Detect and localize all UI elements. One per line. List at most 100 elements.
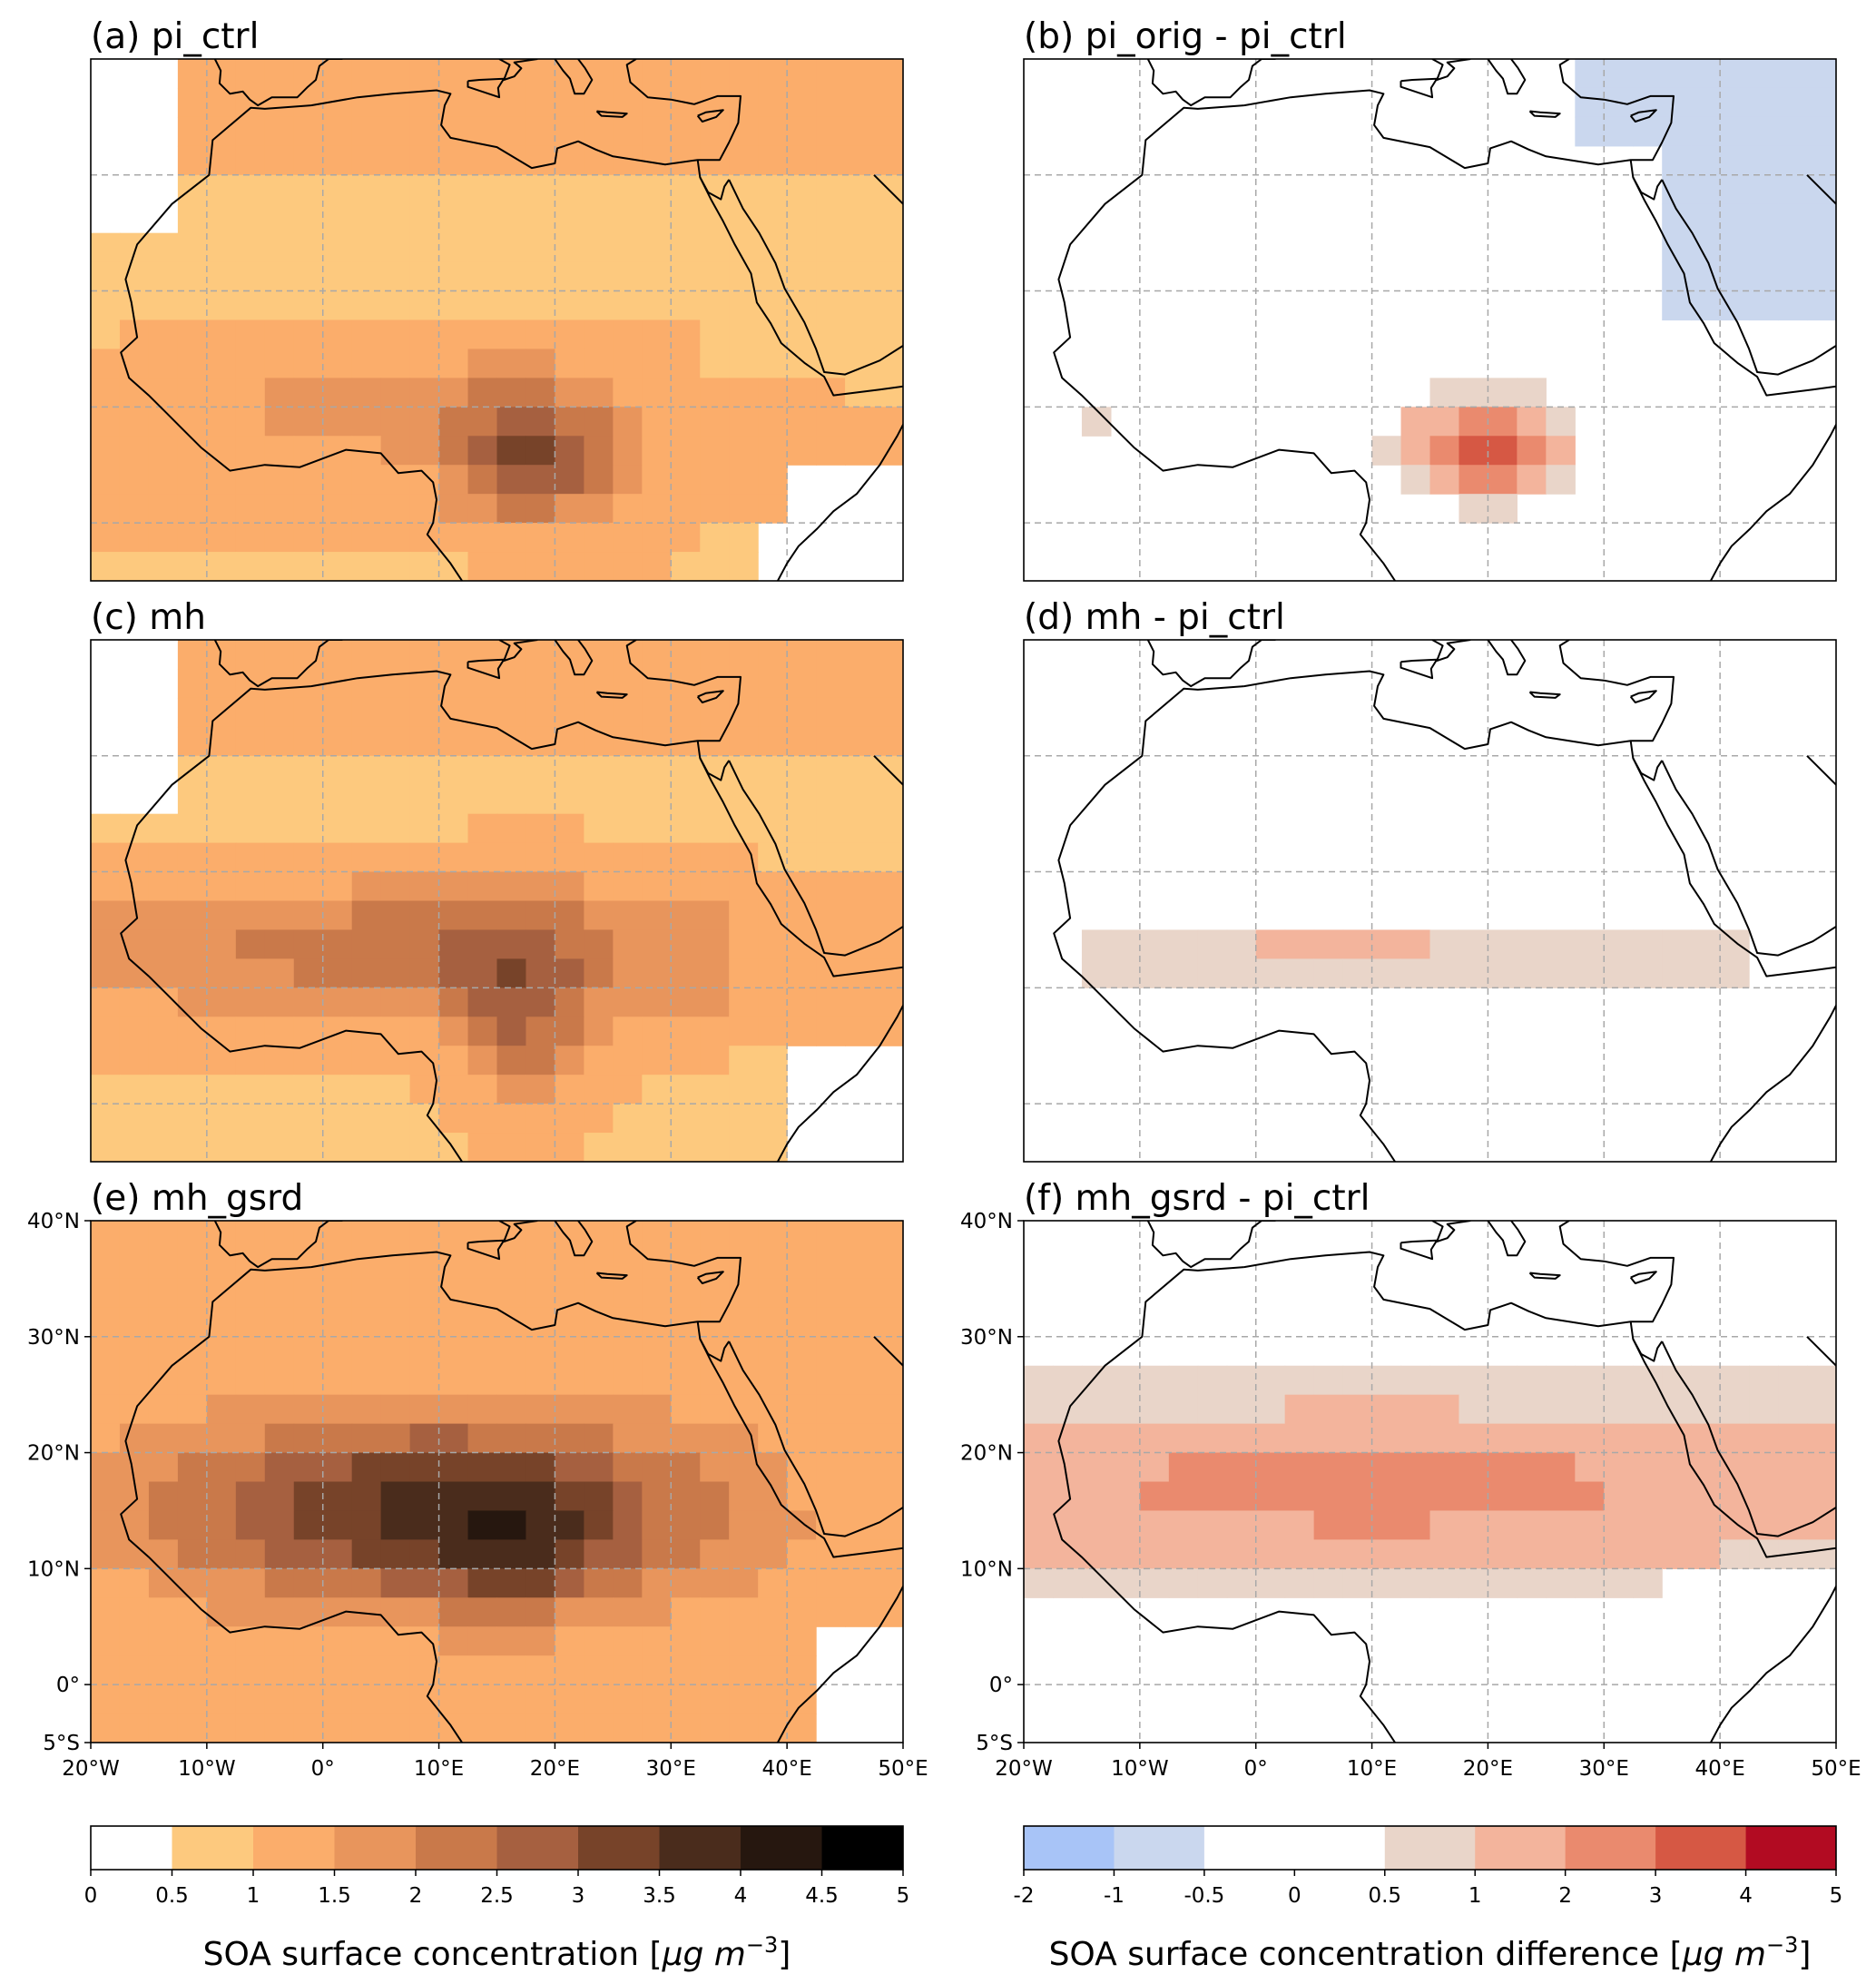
coastlines <box>120 640 903 1162</box>
grid-cell <box>816 1365 846 1396</box>
grid-cell <box>1720 203 1750 234</box>
grid-cell <box>1749 1423 1779 1454</box>
coastline <box>213 59 343 107</box>
grid-cell <box>729 465 759 495</box>
grid-cell <box>235 929 266 959</box>
grid-cell <box>438 1684 469 1714</box>
grid-cell <box>148 232 179 263</box>
grid-cell <box>351 1278 382 1309</box>
grid-cell <box>816 1336 846 1367</box>
grid-cell <box>206 87 237 118</box>
grid-cell <box>438 640 469 670</box>
grid-cell <box>525 87 556 118</box>
colorbar-tick-label: -1 <box>1104 1884 1125 1908</box>
grid-cell <box>1052 1365 1083 1396</box>
coastline <box>467 77 506 99</box>
grid-cell <box>409 987 440 1017</box>
coastline <box>873 174 903 206</box>
grid-cell <box>380 378 411 408</box>
grid-cell <box>787 668 817 699</box>
grid-cell <box>91 407 121 437</box>
grid-cell <box>235 523 266 553</box>
grid-cell <box>91 1597 121 1627</box>
grid-cell <box>264 1714 295 1743</box>
grid-cell <box>700 1365 730 1396</box>
grid-cell <box>351 116 382 147</box>
colorbar-label-close: ] <box>778 1936 791 1973</box>
grid-cell <box>264 668 295 699</box>
grid-cell <box>1429 1394 1460 1425</box>
grid-cell <box>1168 1394 1199 1425</box>
coastlines <box>120 1221 903 1743</box>
grid-cell <box>700 1568 730 1598</box>
grid-cell <box>148 1016 179 1046</box>
grid-cell <box>1110 1452 1141 1483</box>
grid-cell <box>1517 1539 1547 1569</box>
grid-cell <box>816 1539 846 1569</box>
grid-cell <box>1197 1394 1228 1425</box>
grid-cell <box>467 1365 498 1396</box>
grid-cell <box>613 1336 643 1367</box>
grid-cell <box>177 1626 208 1656</box>
grid-cell <box>91 1046 121 1075</box>
grid-cell <box>584 1075 614 1105</box>
grid-cell <box>845 755 875 786</box>
grid-cell <box>322 319 353 350</box>
grid-cell <box>1807 1510 1836 1540</box>
grid-cell <box>555 755 584 786</box>
grid-cell <box>845 1568 875 1598</box>
grid-cell <box>1749 290 1779 321</box>
grid-cell <box>525 465 556 495</box>
grid-cell <box>206 1597 237 1627</box>
coastlines <box>120 59 903 581</box>
grid-cell <box>584 1046 614 1075</box>
grid-cell <box>642 755 672 786</box>
grid-cell <box>1459 1510 1489 1540</box>
grid-cell <box>264 929 295 959</box>
grid-cell <box>177 1249 208 1280</box>
grid-cell <box>148 1336 179 1367</box>
grid-cell <box>206 1016 237 1046</box>
colorbar-swatch <box>1203 1826 1295 1870</box>
grid-cell <box>467 87 498 118</box>
grid-cell <box>177 290 208 321</box>
grid-cell <box>322 726 353 757</box>
grid-cell <box>787 1510 817 1540</box>
grid-cell <box>496 668 527 699</box>
grid-cell <box>671 1655 701 1685</box>
grid-cell <box>729 1221 759 1251</box>
grid-cell <box>1807 116 1836 147</box>
grid-cell <box>467 726 498 757</box>
grid-cell <box>525 1655 556 1685</box>
grid-cell <box>1168 1481 1199 1512</box>
grid-cell <box>1139 1568 1170 1598</box>
grid-cell <box>758 1046 788 1075</box>
coastline <box>1431 59 1471 81</box>
grid-cell <box>671 116 701 147</box>
grid-cell <box>177 378 208 408</box>
grid-cell <box>351 1539 382 1569</box>
grid-cell <box>380 813 411 844</box>
grid-cell <box>235 349 266 378</box>
grid-cell <box>91 1714 121 1743</box>
grid-cell <box>816 668 846 699</box>
grid-cell <box>148 523 179 553</box>
grid-cell <box>729 1568 759 1598</box>
grid-cell <box>148 1626 179 1656</box>
grid-cell <box>380 1539 411 1569</box>
grid-cell <box>322 1336 353 1367</box>
grid-cell <box>1778 116 1808 147</box>
grid-cell <box>584 1539 614 1569</box>
coastline <box>728 179 903 376</box>
grid-cell <box>1488 958 1517 988</box>
grid-cell <box>496 697 527 728</box>
grid-cell <box>438 1655 469 1685</box>
grid-cell <box>845 1365 875 1396</box>
grid-cell <box>1691 1365 1721 1396</box>
grid-cell <box>584 1365 614 1396</box>
grid-cell <box>438 290 469 321</box>
grid-cell <box>758 929 788 959</box>
grid-cell <box>177 640 208 670</box>
grid-cell <box>613 552 643 581</box>
grid-cell <box>264 1626 295 1656</box>
